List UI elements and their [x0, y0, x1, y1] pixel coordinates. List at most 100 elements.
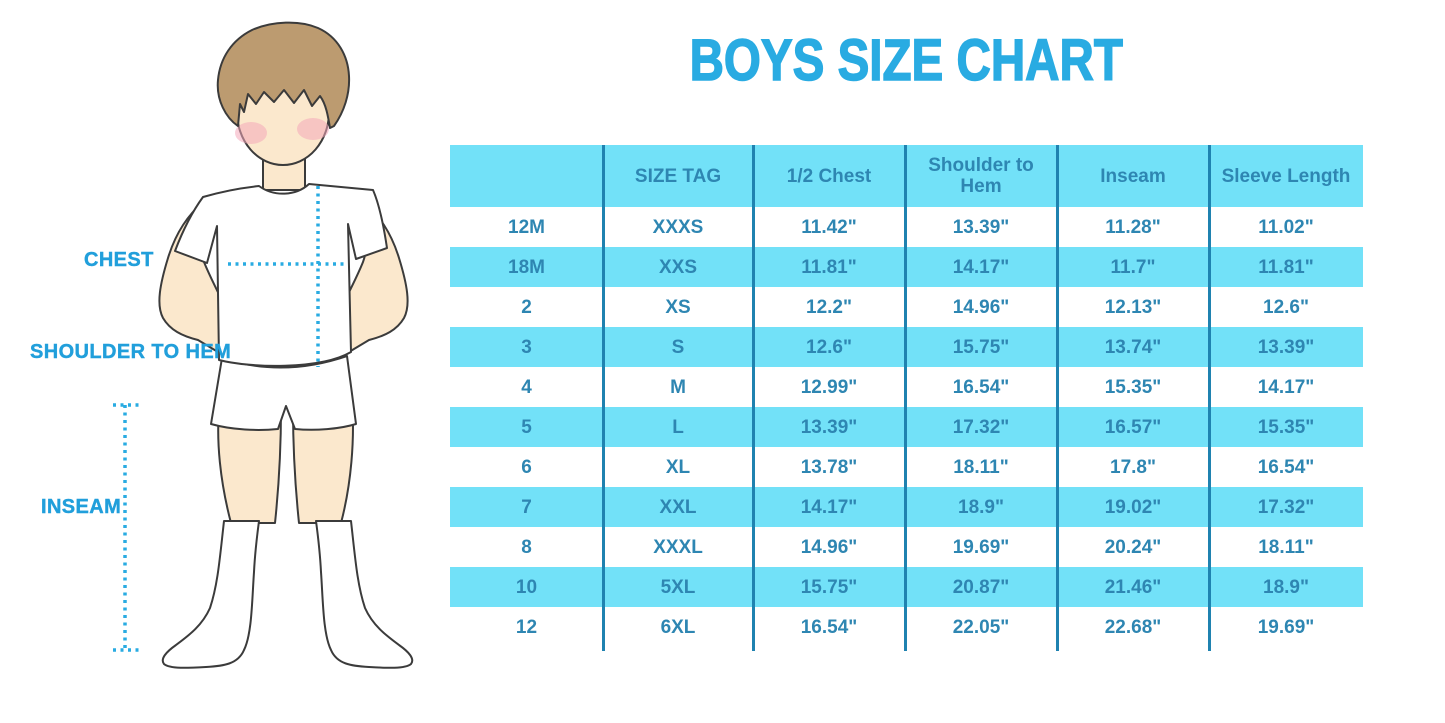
shoulder-to-hem-cell: 16.54" — [952, 376, 1010, 398]
half-chest-cell: 12.6" — [806, 336, 852, 358]
boy-figure-illustration — [113, 21, 414, 669]
inseam-cell: 17.8" — [1110, 456, 1156, 478]
size-cell: 6 — [521, 456, 532, 478]
shoulder-to-hem-cell: 17.32" — [952, 416, 1010, 438]
sleeve-length-cell: 12.6" — [1263, 296, 1309, 318]
half-chest-cell: 15.75" — [800, 576, 858, 598]
header-cell-half-chest: 1/2 Chest — [786, 165, 872, 187]
half-chest-cell: 14.17" — [800, 496, 858, 518]
sleeve-length-cell: 11.02" — [1258, 216, 1314, 238]
inseam-cell: 16.57" — [1104, 416, 1162, 438]
half-chest-cell: 13.39" — [800, 416, 858, 438]
size-cell: 10 — [515, 576, 538, 598]
column-separator — [904, 145, 907, 651]
size-tag-cell: XXXS — [652, 216, 704, 238]
size-cell: 18M — [508, 256, 545, 278]
size-cell: 4 — [521, 376, 532, 398]
shoulder-to-hem-cell: 14.17" — [952, 256, 1010, 278]
header-cell-sleeve-length: Sleeve Length — [1221, 165, 1351, 187]
shoulder-to-hem-cell: 15.75" — [952, 336, 1010, 358]
table-row: 12M XXXS 11.42" 13.39" 11.28" 11.02" — [450, 207, 1363, 247]
size-tag-cell: M — [670, 376, 686, 398]
left-sock — [161, 520, 260, 669]
inseam-cell: 19.02" — [1104, 496, 1162, 518]
inseam-cell: 15.35" — [1104, 376, 1162, 398]
table-row: 5 L 13.39" 17.32" 16.57" 15.35" — [450, 407, 1363, 447]
inseam-label: INSEAM — [41, 496, 122, 518]
size-tag-cell: 6XL — [660, 616, 696, 638]
table-row: 3 S 12.6" 15.75" 13.74" 13.39" — [450, 327, 1363, 367]
sleeve-length-cell: 17.32" — [1257, 496, 1315, 518]
half-chest-cell: 13.78" — [800, 456, 858, 478]
page-title-wrap: BOYS SIZE CHART — [450, 25, 1363, 95]
right-cheek-blush — [297, 118, 329, 140]
table-row: 7 XXL 14.17" 18.9" 19.02" 17.32" — [450, 487, 1363, 527]
sleeve-length-cell: 18.9" — [1263, 576, 1309, 598]
shoulder-to-hem-cell: 13.39" — [952, 216, 1010, 238]
sleeve-length-cell: 15.35" — [1257, 416, 1315, 438]
size-cell: 3 — [521, 336, 532, 358]
shoulder-to-hem-cell: 22.05" — [952, 616, 1010, 638]
size-tag-cell: XXL — [659, 496, 697, 518]
size-tag-cell: L — [672, 416, 684, 438]
table-header-row: SIZE TAG 1/2 Chest Shoulder to Hem Insea… — [450, 145, 1363, 207]
column-separator — [752, 145, 755, 651]
size-cell: 12M — [508, 216, 545, 238]
inseam-cell: 20.24" — [1104, 536, 1162, 558]
sleeve-length-cell: 18.11" — [1258, 536, 1314, 558]
shoulder-to-hem-label: SHOULDER TO HEM — [30, 341, 232, 363]
inseam-cell: 21.46" — [1104, 576, 1162, 598]
chest-label: CHEST — [84, 249, 154, 271]
size-tag-cell: XXS — [658, 256, 698, 278]
half-chest-cell: 11.42" — [801, 216, 857, 238]
size-tag-cell: S — [671, 336, 685, 358]
shoulder-to-hem-cell: 20.87" — [952, 576, 1010, 598]
shoulder-to-hem-cell: 18.9" — [958, 496, 1004, 518]
column-separator — [1056, 145, 1059, 651]
sleeve-length-cell: 14.17" — [1257, 376, 1315, 398]
table-row: 12 6XL 16.54" 22.05" 22.68" 19.69" — [450, 607, 1363, 647]
hair — [216, 21, 351, 129]
sleeve-length-cell: 19.69" — [1257, 616, 1315, 638]
shoulder-to-hem-cell: 18.11" — [953, 456, 1009, 478]
size-tag-cell: XS — [665, 296, 691, 318]
header-cell-inseam: Inseam — [1100, 165, 1166, 187]
header-cell-size-tag: SIZE TAG — [634, 165, 722, 187]
size-tag-cell: 5XL — [660, 576, 696, 598]
table-row: 8 XXXL 14.96" 19.69" 20.24" 18.11" — [450, 527, 1363, 567]
table-row: 2 XS 12.2" 14.96" 12.13" 12.6" — [450, 287, 1363, 327]
size-cell: 7 — [521, 496, 532, 518]
page-title: BOYS SIZE CHART — [689, 27, 1124, 94]
size-tag-cell: XL — [665, 456, 691, 478]
table-row: 10 5XL 15.75" 20.87" 21.46" 18.9" — [450, 567, 1363, 607]
half-chest-cell: 12.99" — [800, 376, 858, 398]
table-row: 4 M 12.99" 16.54" 15.35" 14.17" — [450, 367, 1363, 407]
size-cell: 5 — [521, 416, 532, 438]
size-cell: 8 — [521, 536, 532, 558]
table-row: 18M XXS 11.81" 14.17" 11.7" 11.81" — [450, 247, 1363, 287]
shorts — [210, 355, 357, 431]
t-shirt — [174, 183, 388, 367]
right-sock — [315, 520, 414, 669]
column-separator — [602, 145, 605, 651]
inseam-cell: 12.13" — [1104, 296, 1162, 318]
shoulder-to-hem-cell: 14.96" — [952, 296, 1010, 318]
sleeve-length-cell: 11.81" — [1258, 256, 1314, 278]
size-tag-cell: XXXL — [653, 536, 703, 558]
half-chest-cell: 11.81" — [801, 256, 857, 278]
header-cell-shoulder-to-hem: Shoulder to Hem — [928, 155, 1034, 197]
table-row: 6 XL 13.78" 18.11" 17.8" 16.54" — [450, 447, 1363, 487]
size-table: SIZE TAG 1/2 Chest Shoulder to Hem Insea… — [450, 145, 1363, 651]
half-chest-cell: 16.54" — [800, 616, 858, 638]
size-cell: 12 — [515, 616, 538, 638]
sleeve-length-cell: 13.39" — [1257, 336, 1315, 358]
half-chest-cell: 12.2" — [806, 296, 852, 318]
inseam-cell: 11.28" — [1105, 216, 1161, 238]
half-chest-cell: 14.96" — [800, 536, 858, 558]
size-cell: 2 — [521, 296, 532, 318]
inseam-cell: 11.7" — [1110, 256, 1156, 278]
header-cell-size — [450, 145, 603, 207]
sleeve-length-cell: 16.54" — [1257, 456, 1315, 478]
column-separator — [1208, 145, 1211, 651]
